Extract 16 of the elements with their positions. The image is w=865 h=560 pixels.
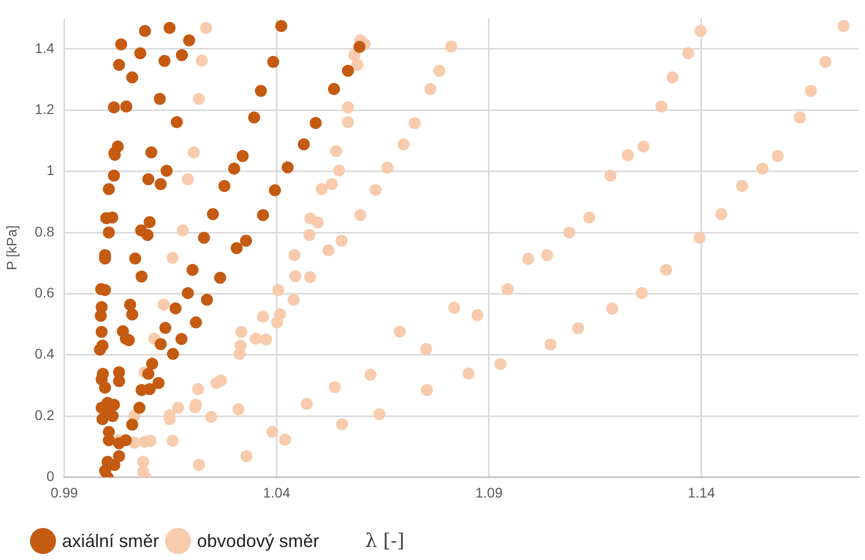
x-tick-label: 0.99 <box>50 484 78 500</box>
y-tick-label: 0.4 <box>34 346 54 362</box>
y-tick-label: 1 <box>46 162 54 178</box>
y-tick-label: 0.6 <box>34 284 54 301</box>
legend-label: axiální směr <box>62 530 160 552</box>
legend-label: obvodový směr <box>197 530 320 552</box>
x-tick-label: 1.09 <box>475 484 503 500</box>
x-tick-label: 1.04 <box>263 484 290 500</box>
y-tick-label: 1.4 <box>34 40 54 56</box>
y-tick-label: 1.2 <box>34 101 54 118</box>
x-tick-label: 1.14 <box>688 484 716 500</box>
y-axis-title: P [kPa] <box>3 225 20 270</box>
y-tick-label: 0 <box>46 468 54 484</box>
y-tick-label: 0.2 <box>34 406 54 423</box>
x-axis-title: λ [-] <box>365 530 404 552</box>
y-tick-label: 0.8 <box>34 223 54 240</box>
